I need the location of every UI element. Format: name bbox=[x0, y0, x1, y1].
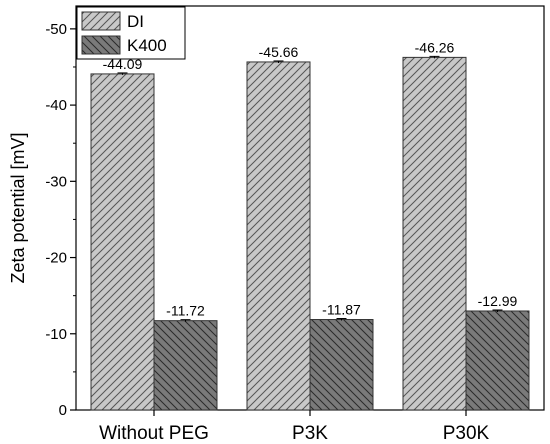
x-tick-label: P30K bbox=[443, 423, 490, 444]
data-label: -46.26 bbox=[415, 39, 455, 55]
bar-di bbox=[91, 74, 154, 410]
x-tick-label: Without PEG bbox=[99, 423, 209, 444]
y-axis-title: Zeta potential [mV] bbox=[8, 132, 28, 283]
x-tick-label: P3K bbox=[292, 423, 328, 444]
bars: -44.09-11.72-45.66-11.87-46.26-12.99 bbox=[91, 39, 529, 410]
y-tick-label: -40 bbox=[45, 97, 67, 114]
y-tick-label: -50 bbox=[45, 21, 67, 38]
legend: DI K400 bbox=[77, 7, 185, 59]
legend-swatch-di bbox=[82, 12, 120, 30]
bar-k400 bbox=[310, 320, 373, 410]
data-label: -12.99 bbox=[478, 293, 518, 309]
y-tick-label: -20 bbox=[45, 250, 67, 267]
y-tick-label: 0 bbox=[59, 402, 67, 419]
x-axis-ticks: Without PEG P3K P30K bbox=[99, 410, 489, 444]
bar-k400 bbox=[466, 311, 529, 410]
y-tick-label: -30 bbox=[45, 173, 67, 190]
bar-di bbox=[247, 62, 310, 410]
data-label: -11.72 bbox=[166, 303, 205, 319]
bar-k400 bbox=[154, 321, 217, 410]
y-tick-label: -10 bbox=[45, 326, 67, 343]
data-label: -11.87 bbox=[322, 302, 361, 318]
legend-swatch-k400 bbox=[82, 36, 120, 54]
legend-label: K400 bbox=[127, 36, 167, 55]
legend-label: DI bbox=[127, 12, 144, 31]
bar-di bbox=[403, 57, 466, 410]
data-label: -45.66 bbox=[259, 44, 299, 60]
y-axis-ticks: 0 -10 -20 -30 -40 -50 bbox=[45, 21, 76, 419]
